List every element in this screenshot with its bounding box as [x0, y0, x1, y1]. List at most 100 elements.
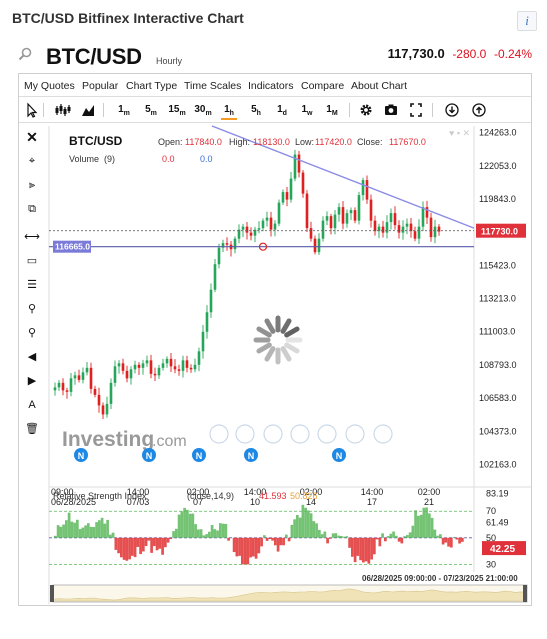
rsi-bar — [139, 537, 142, 555]
rsi-bar — [386, 536, 390, 538]
rsi-bar — [392, 531, 395, 538]
rsi-bar — [177, 514, 181, 538]
arrow-right-icon[interactable]: ▶ — [27, 375, 37, 387]
candle-body — [93, 388, 97, 395]
candle-body — [177, 369, 181, 371]
rsi-bar — [378, 537, 382, 547]
menu-chart-type[interactable]: Chart Type — [126, 80, 178, 92]
interval-1w[interactable]: 1w — [301, 104, 313, 117]
rsi-bar — [95, 522, 98, 538]
rsi-bar — [298, 517, 302, 538]
candle-body — [233, 238, 237, 250]
fullscreen-icon[interactable] — [409, 100, 423, 120]
zoom-out-icon[interactable]: ⚲ — [27, 327, 37, 339]
legend-symbol: BTC/USD — [69, 134, 123, 148]
rsi-bar — [257, 537, 261, 554]
candle-body — [89, 367, 93, 389]
x-tick-label: 14:00 — [244, 487, 267, 497]
clone-icon[interactable]: ⧉ — [28, 203, 36, 215]
interval-1m[interactable]: 1m — [118, 104, 130, 117]
candle-body — [185, 360, 189, 368]
event-bubble-icon — [209, 424, 229, 444]
candle-body — [337, 207, 341, 215]
interval-5m[interactable]: 5m — [145, 104, 157, 117]
candle-body — [257, 228, 261, 230]
rsi-bar — [265, 537, 269, 541]
rectangle-tool-icon[interactable]: ▭ — [26, 255, 38, 267]
candle-body — [149, 360, 153, 374]
x-tick-label: 10 — [250, 497, 260, 507]
search-icon[interactable] — [18, 47, 32, 61]
cloud-download-icon[interactable] — [444, 100, 460, 120]
rsi-bar — [384, 537, 387, 542]
fibonacci-icon[interactable]: ⫸ — [28, 179, 36, 191]
loading-spinner-icon — [284, 326, 300, 338]
info-icon[interactable]: i — [517, 11, 537, 31]
interval-1h[interactable]: 1h — [221, 100, 237, 120]
rsi-bar — [447, 537, 450, 547]
menu-indicators[interactable]: Indicators — [248, 80, 294, 92]
cursor-icon[interactable] — [24, 100, 38, 120]
loading-spinner-icon — [280, 318, 292, 334]
rsi-bar — [249, 537, 252, 558]
candle-body — [69, 378, 73, 392]
price-chart[interactable]: 124263.0 122053.0 119843.0 115423.0 113213.0… — [19, 74, 531, 605]
menu-my-quotes[interactable]: My Quotes — [24, 80, 75, 92]
interval-5h[interactable]: 5h — [251, 104, 261, 117]
rsi-bar — [109, 534, 112, 538]
x-tick-label: 02:00 — [418, 487, 441, 497]
rsi-value-a: 41.593 — [259, 491, 287, 501]
candle-body — [277, 202, 281, 224]
rsi-bar — [216, 530, 219, 538]
arrow-left-icon[interactable]: ◀ — [27, 351, 37, 363]
rsi-bar — [430, 517, 434, 538]
candle-body — [197, 351, 201, 365]
interval-1M[interactable]: 1M — [326, 104, 338, 117]
area-type-icon[interactable] — [81, 100, 95, 120]
rsi-bar — [359, 537, 362, 561]
interval-15m[interactable]: 15m — [168, 104, 186, 117]
rsi-bar — [422, 507, 426, 538]
x-tick-label: 02:00 — [187, 487, 210, 497]
rsi-bar — [144, 537, 148, 547]
rsi-bar — [98, 520, 101, 538]
legend-volume-a: 0.0 — [162, 154, 175, 164]
candle-body — [393, 213, 397, 226]
y-tick-label: 115423.0 — [479, 260, 516, 270]
text-tool-icon[interactable]: A — [28, 399, 36, 411]
gear-icon[interactable] — [359, 100, 373, 120]
price-block: 117,730.0 -280.0 -0.24% — [388, 46, 532, 61]
candle-body — [373, 220, 377, 232]
candle-body — [433, 226, 437, 238]
rsi-bar — [81, 527, 85, 538]
interval-1d[interactable]: 1d — [277, 104, 287, 117]
camera-icon[interactable] — [384, 100, 398, 120]
menu-compare[interactable]: Compare — [301, 80, 345, 92]
price-change-pct: -0.24% — [493, 47, 532, 61]
close-icon[interactable]: ✕ — [26, 129, 38, 145]
menu-popular[interactable]: Popular — [82, 80, 119, 92]
interval-30m[interactable]: 30m — [194, 104, 212, 117]
rsi-bar — [320, 534, 324, 538]
rsi-bar — [331, 533, 335, 538]
trash-icon[interactable]: 🗑 — [25, 423, 39, 435]
y-tick-label: 124263.0 — [479, 128, 517, 138]
candle-body — [253, 229, 257, 236]
zoom-in-icon[interactable]: ⚲ — [27, 303, 37, 315]
rsi-bar — [150, 537, 153, 553]
rsi-bar — [155, 537, 159, 551]
channel-tool-icon[interactable]: ☰ — [27, 279, 37, 291]
candle-body — [181, 360, 185, 371]
menu-about-chart[interactable]: About Chart — [351, 80, 408, 92]
candlestick-type-icon[interactable] — [54, 100, 72, 120]
candle-body — [381, 226, 385, 233]
crosshair-icon[interactable]: ⌖ — [28, 155, 36, 167]
rsi-bar — [436, 535, 439, 538]
rsi-bar — [329, 537, 332, 539]
line-tool-icon[interactable]: ⟷ — [24, 231, 40, 243]
legend-open-label: Open: — [158, 137, 183, 147]
cloud-upload-icon[interactable] — [471, 100, 487, 120]
rsi-bar — [106, 519, 109, 538]
menu-time-scales[interactable]: Time Scales — [184, 80, 242, 92]
candle-body — [61, 382, 65, 391]
